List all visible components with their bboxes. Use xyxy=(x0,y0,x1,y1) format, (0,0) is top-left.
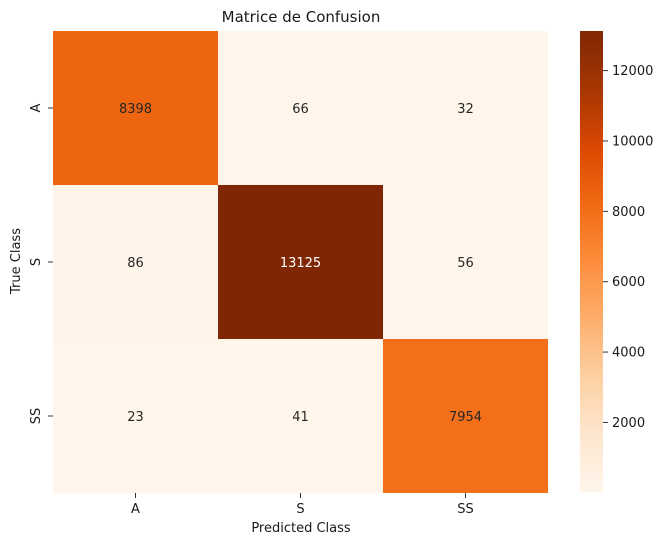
colorbar-tick-label: 4000 xyxy=(612,346,645,361)
x-tick-label: SS xyxy=(457,502,474,517)
x-tick-label: S xyxy=(296,502,304,517)
x-tick-label: A xyxy=(131,502,140,517)
y-tick-label: A xyxy=(29,103,44,112)
colorbar-ticks: 2000 4000 6000 8000 10000 12000 xyxy=(603,64,653,431)
colorbar-tick-label: 8000 xyxy=(612,205,645,220)
heatmap-cell-SS-S xyxy=(218,339,383,493)
heatmap-cell-A-A xyxy=(53,31,218,185)
x-axis-label: Predicted Class xyxy=(251,521,351,536)
colorbar-tick-label: 2000 xyxy=(612,416,645,431)
colorbar-tick-label: 6000 xyxy=(612,275,645,290)
colorbar-tick-label: 10000 xyxy=(612,134,653,149)
heatmap-cell-A-S xyxy=(218,31,383,185)
heatmap-cell-S-SS xyxy=(383,185,548,339)
chart-title: Matrice de Confusion xyxy=(222,8,381,26)
heatmap-cell-SS-A xyxy=(53,339,218,493)
cell-value-label: 8398 xyxy=(119,102,152,117)
y-axis-label: True Class xyxy=(9,228,24,295)
cell-value-label: 41 xyxy=(292,410,309,425)
cell-value-label: 66 xyxy=(292,102,309,117)
y-tick-label: SS xyxy=(29,408,44,425)
cell-value-label: 56 xyxy=(457,256,474,271)
heatmap-cell-S-A xyxy=(53,185,218,339)
y-tick-label: S xyxy=(29,258,44,266)
cell-value-label: 32 xyxy=(457,102,474,117)
cell-value-label: 86 xyxy=(127,256,144,271)
heatmap-cell-SS-SS xyxy=(383,339,548,493)
colorbar-tick-label: 12000 xyxy=(612,64,653,79)
heatmap-cell-labels: 8398 66 32 86 13125 56 23 41 7954 xyxy=(119,102,482,425)
heatmap-cell-S-S xyxy=(218,185,383,339)
cell-value-label: 23 xyxy=(127,410,144,425)
cell-value-label: 13125 xyxy=(280,256,321,271)
heatmap-cell-A-SS xyxy=(383,31,548,185)
heatmap-cells xyxy=(53,31,548,493)
cell-value-label: 7954 xyxy=(449,410,482,425)
x-axis-ticks: A S SS xyxy=(131,493,474,517)
colorbar xyxy=(580,31,603,492)
